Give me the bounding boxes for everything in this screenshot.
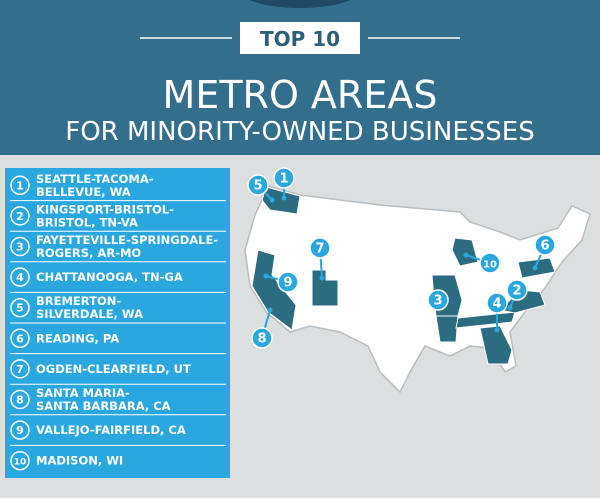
metro-name: SANTA MARIA- (36, 386, 130, 400)
pin-target (269, 197, 275, 203)
rank-number: 10 (14, 458, 27, 468)
metro-name: KINGSPORT-BRISTOL- (36, 202, 174, 216)
state-ut (311, 269, 339, 307)
map-pin (273, 167, 295, 189)
rank-number: 4 (16, 271, 24, 284)
rank-number: 3 (16, 241, 24, 254)
map-pin (479, 252, 501, 274)
rank-number: 9 (16, 424, 24, 437)
map-pin (534, 234, 556, 256)
rank-circle (10, 450, 30, 471)
map-pin (309, 237, 331, 259)
pin-number: 5 (253, 179, 262, 194)
pin-number: 3 (433, 294, 442, 309)
metro-name: SANTA BARBARA, CA (36, 399, 171, 413)
rank-circle (10, 359, 30, 379)
metro-name: MADISON, WI (36, 454, 123, 468)
map-pin (247, 174, 269, 196)
badge-text: TOP 10 (260, 27, 340, 51)
metro-name: ROGERS, AR-MO (36, 246, 141, 260)
subtitle: FOR MINORITY-OWNED BUSINESSES (65, 117, 534, 147)
badge (240, 22, 360, 54)
metro-name: CHATTANOOGA, TN-GA (36, 270, 183, 284)
pin-target (281, 195, 287, 201)
pin-number: 6 (540, 239, 549, 254)
pin-target (463, 252, 469, 258)
rank-number: 7 (16, 363, 24, 376)
map-pin (277, 271, 299, 293)
rank-number: 1 (16, 179, 24, 192)
title: METRO AREAS (163, 73, 438, 117)
rank-circle (10, 236, 30, 257)
rank-circle (10, 297, 30, 318)
map-pin (427, 289, 449, 311)
map (244, 184, 591, 394)
pin-target (263, 273, 269, 279)
state-ar (435, 315, 459, 343)
metro-name: VALLEJO-FAIRFIELD, CA (36, 423, 186, 437)
pin-number: 2 (512, 284, 521, 299)
metro-name: SILVERDALE, WA (36, 307, 143, 321)
pin-number: 8 (257, 332, 266, 347)
rank-number: 2 (16, 210, 24, 223)
rank-circle (10, 206, 30, 226)
map-pin (506, 279, 528, 301)
pin-target (267, 307, 273, 313)
rank-circle (10, 267, 30, 287)
pin-number: 7 (315, 242, 324, 257)
state-wa (261, 186, 301, 215)
rank-number: 5 (16, 302, 24, 315)
pin-target (507, 305, 513, 311)
pin-number: 10 (483, 260, 497, 271)
rank-number: 6 (16, 332, 24, 345)
rank-circle (10, 389, 30, 410)
rank-circle (10, 420, 30, 440)
map-pin (486, 292, 508, 314)
top-emblem (249, 0, 351, 8)
rank-circle (10, 328, 30, 349)
metro-name: SEATTLE-TACOMA- (36, 172, 154, 186)
pin-target (319, 275, 325, 281)
pin-number: 9 (283, 276, 292, 291)
metro-name: BELLEVUE, WA (36, 185, 131, 199)
metro-name: FAYETTEVILLE-SPRINGDALE- (36, 233, 218, 247)
metro-name: READING, PA (36, 331, 119, 345)
state-ca (251, 249, 297, 331)
rank-circle (10, 175, 30, 196)
pin-number: 1 (279, 172, 288, 187)
metro-name: BREMERTON- (36, 294, 121, 308)
rank-number: 8 (16, 394, 24, 407)
state-wi (451, 237, 479, 267)
metro-name: BRISTOL, TN-VA (36, 215, 138, 229)
map-pin (251, 327, 273, 349)
metro-name: OGDEN-CLEARFIELD, UT (36, 362, 191, 376)
pin-target (494, 327, 500, 333)
pin-target (532, 265, 538, 271)
pin-number: 4 (492, 297, 501, 312)
